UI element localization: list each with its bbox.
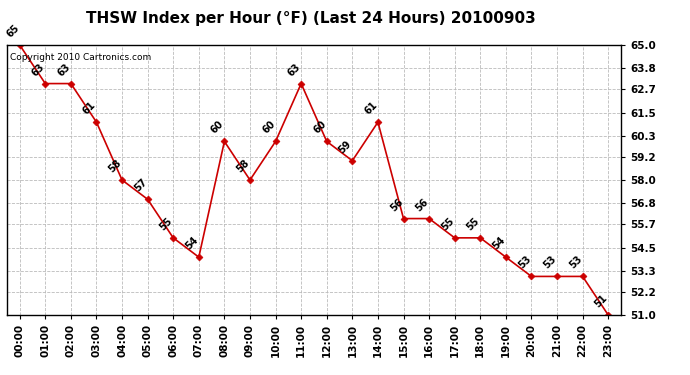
Text: 63: 63	[286, 62, 302, 78]
Text: 63: 63	[56, 62, 72, 78]
Text: 58: 58	[235, 158, 251, 174]
Text: 63: 63	[30, 62, 47, 78]
Text: 53: 53	[542, 254, 558, 271]
Text: THSW Index per Hour (°F) (Last 24 Hours) 20100903: THSW Index per Hour (°F) (Last 24 Hours)…	[86, 11, 535, 26]
Text: 61: 61	[363, 100, 380, 117]
Text: 55: 55	[465, 216, 482, 232]
Text: 59: 59	[337, 138, 354, 155]
Text: 56: 56	[414, 196, 431, 213]
Text: 56: 56	[388, 196, 405, 213]
Text: 51: 51	[593, 293, 609, 309]
Text: 55: 55	[158, 216, 175, 232]
Text: 55: 55	[440, 216, 456, 232]
Text: 61: 61	[81, 100, 98, 117]
Text: 60: 60	[209, 119, 226, 136]
Text: 54: 54	[184, 235, 200, 252]
Text: 60: 60	[260, 119, 277, 136]
Text: 60: 60	[311, 119, 328, 136]
Text: 58: 58	[107, 158, 124, 174]
Text: 57: 57	[132, 177, 149, 194]
Text: Copyright 2010 Cartronics.com: Copyright 2010 Cartronics.com	[10, 53, 151, 62]
Text: 54: 54	[491, 235, 507, 252]
Text: 53: 53	[567, 254, 584, 271]
Text: 65: 65	[4, 23, 21, 39]
Text: 53: 53	[516, 254, 533, 271]
